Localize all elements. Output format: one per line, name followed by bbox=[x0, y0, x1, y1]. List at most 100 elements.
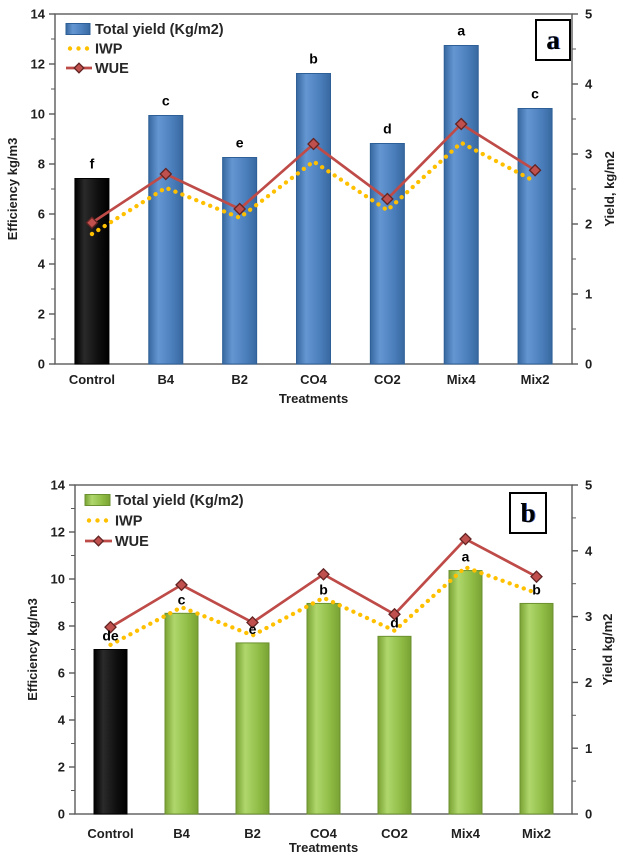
left-axis-tick-label: 6 bbox=[38, 207, 45, 222]
x-category-label: B4 bbox=[173, 826, 190, 841]
left-axis-tick-label: 6 bbox=[58, 666, 65, 681]
x-category-label: B4 bbox=[157, 372, 174, 387]
bar-Control bbox=[93, 649, 128, 815]
bar-CO4 bbox=[306, 602, 341, 815]
left-axis-tick-label: 4 bbox=[38, 257, 46, 272]
right-axis-tick-label: 1 bbox=[585, 287, 592, 302]
left-axis-title: Efficiency kg/m3 bbox=[25, 598, 40, 701]
bar-B2 bbox=[235, 642, 270, 815]
wue-marker-B2 bbox=[233, 202, 247, 216]
significance-letter-CO4: b bbox=[319, 581, 328, 597]
right-axis-tick-label: 0 bbox=[585, 807, 592, 822]
left-axis-tick-label: 2 bbox=[38, 307, 45, 322]
legend-diamond-swatch bbox=[92, 535, 105, 547]
left-axis-title: Efficiency kg/m3 bbox=[5, 138, 20, 241]
bar-Mix2 bbox=[517, 108, 553, 365]
significance-letter-B4: c bbox=[162, 93, 170, 109]
right-axis-tick-label: 2 bbox=[585, 675, 592, 690]
right-axis-tick-label: 0 bbox=[585, 357, 592, 372]
panel-b-letter: b bbox=[520, 497, 536, 528]
right-axis-tick-label: 4 bbox=[585, 77, 593, 92]
wue-marker-CO2 bbox=[388, 607, 401, 621]
left-axis-tick-label: 8 bbox=[38, 157, 45, 172]
wue-marker-Mix4 bbox=[459, 532, 472, 546]
panel-b-label-box: b bbox=[509, 492, 547, 534]
left-axis-tick-label: 10 bbox=[51, 572, 65, 587]
significance-letter-Mix2: b bbox=[532, 581, 541, 597]
right-axis-tick-label: 3 bbox=[585, 609, 592, 624]
bar-B4 bbox=[164, 612, 199, 815]
significance-letter-Control: de bbox=[102, 628, 119, 644]
wue-marker-Control bbox=[104, 620, 117, 634]
significance-letter-Mix2: c bbox=[531, 86, 539, 102]
bar-CO4 bbox=[296, 73, 331, 365]
x-category-label: CO4 bbox=[300, 372, 328, 387]
legend-dot-swatch bbox=[103, 518, 109, 523]
iwp-dotted-line bbox=[89, 140, 538, 237]
significance-letter-Mix4: a bbox=[457, 23, 465, 39]
significance-letter-B2: e bbox=[236, 135, 244, 151]
chart-panel-a: 0 2 4 6 8 10 12 14 0 1 2 3 4 5 Control B4 B2 CO4 CO2 Mix4 Mi… bbox=[5, 7, 617, 406]
legend-dot-swatch bbox=[67, 46, 73, 51]
bar-Mix2 bbox=[519, 602, 554, 815]
legend-label-iwp: IWP bbox=[95, 42, 123, 58]
x-category-label: Control bbox=[87, 826, 133, 841]
legend-diamond-swatch bbox=[73, 62, 85, 74]
legend-dot-swatch bbox=[84, 46, 90, 51]
bar-CO2 bbox=[377, 635, 412, 815]
left-axis-tick-label: 2 bbox=[58, 760, 65, 775]
significance-letter-Mix4: a bbox=[462, 549, 470, 565]
x-category-label: Mix2 bbox=[521, 372, 550, 387]
legend-dot-swatch bbox=[86, 518, 92, 523]
x-category-label: CO2 bbox=[374, 372, 401, 387]
wue-marker-B4 bbox=[175, 578, 188, 592]
legend-label-wue: WUE bbox=[95, 61, 129, 77]
x-axis-title: Treatments bbox=[289, 840, 358, 855]
x-category-label: CO2 bbox=[381, 826, 408, 841]
legend-label-total-yield-kg-m2-: Total yield (Kg/m2) bbox=[95, 22, 224, 38]
right-axis-title: Yield, kg/m2 bbox=[602, 151, 617, 226]
left-axis-tick-label: 14 bbox=[31, 7, 46, 22]
legend-dot-swatch bbox=[76, 46, 81, 51]
bar-Mix4 bbox=[443, 45, 479, 365]
left-axis-tick-label: 12 bbox=[31, 57, 45, 72]
left-axis-tick-label: 0 bbox=[38, 357, 45, 372]
wue-marker-Control bbox=[85, 216, 99, 230]
wue-marker-Mix2 bbox=[530, 570, 543, 584]
wue-marker-CO4 bbox=[307, 137, 320, 151]
iwp-dotted-line bbox=[108, 564, 539, 647]
bar-B4 bbox=[148, 115, 184, 365]
x-category-label: Mix4 bbox=[451, 826, 481, 841]
right-axis-tick-label: 5 bbox=[585, 478, 592, 493]
x-category-label: B2 bbox=[231, 372, 248, 387]
panel-a-letter: a bbox=[546, 24, 560, 55]
chart-panel-b: 0 2 4 6 8 10 12 14 0 1 2 3 4 5 Control B4 B2 CO4 CO2 Mix4 Mi… bbox=[0, 460, 628, 858]
left-axis-tick-label: 12 bbox=[51, 525, 65, 540]
significance-letter-B2: e bbox=[249, 621, 257, 637]
right-axis-tick-label: 5 bbox=[585, 7, 592, 22]
legend-bar-swatch bbox=[84, 494, 111, 506]
x-axis-title: Treatments bbox=[279, 391, 348, 406]
wue-marker-CO2 bbox=[380, 192, 394, 206]
right-axis-tick-label: 3 bbox=[585, 147, 592, 162]
left-axis-tick-label: 8 bbox=[58, 619, 65, 634]
bar-CO2 bbox=[369, 143, 405, 365]
right-axis-title: Yield kg/m2 bbox=[600, 614, 615, 686]
significance-letter-CO4: b bbox=[309, 51, 318, 67]
right-axis-tick-label: 4 bbox=[585, 543, 593, 558]
legend-bar-swatch bbox=[65, 23, 91, 35]
x-category-label: Control bbox=[69, 372, 115, 387]
bar-Mix4 bbox=[448, 570, 483, 815]
x-category-label: Mix4 bbox=[447, 372, 477, 387]
x-category-label: Mix2 bbox=[522, 826, 551, 841]
significance-letter-B4: c bbox=[178, 591, 186, 607]
legend-dot-swatch bbox=[95, 518, 100, 523]
left-axis-tick-label: 0 bbox=[58, 807, 65, 822]
wue-marker-B2 bbox=[246, 616, 259, 629]
left-axis-tick-label: 10 bbox=[31, 107, 45, 122]
wue-marker-CO4 bbox=[317, 567, 330, 581]
legend-label-iwp: IWP bbox=[115, 514, 143, 530]
legend-label-total-yield-kg-m2-: Total yield (Kg/m2) bbox=[115, 493, 244, 509]
